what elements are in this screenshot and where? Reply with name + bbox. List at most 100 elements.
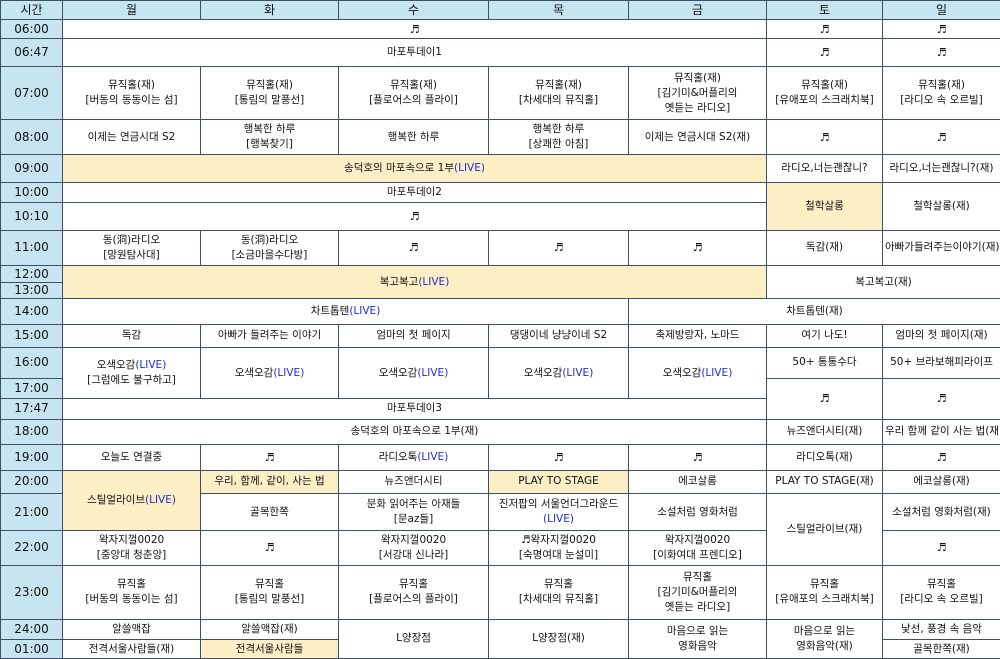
col-header-tue: 화 [201, 1, 339, 20]
program-cell: 소설처럼 영화처럼(재) [883, 494, 1000, 531]
program-subtitle: [문az들] [341, 512, 486, 527]
program-subtitle: [유애포의 스크래치북] [769, 592, 880, 607]
program-cell: 골목한쪽 [201, 494, 339, 531]
program-title: 마음으로 읽는 [631, 624, 764, 639]
program-cell: 이제는 연금시대 S2(재) [629, 120, 767, 155]
program-cell: 라디오톡(재) [767, 445, 883, 471]
program-title: 차트톱텐 [311, 305, 350, 317]
program-cell: 라디오,너는괜찮니? [767, 154, 883, 182]
program-title: 문화 읽어주는 아재들 [341, 497, 486, 512]
live-tag: (LIVE) [145, 494, 176, 506]
time-0600: 06:00 [1, 20, 63, 39]
program-cell: 뮤직홀 [버동의 동동이는 섬] [63, 565, 201, 619]
program-cell: 에코살롱 [629, 470, 767, 494]
live-tag: (LIVE) [418, 276, 449, 288]
program-title: 오색오감 [235, 367, 274, 379]
program-cell: 행복한 하루 [상쾌한 아침] [489, 120, 629, 155]
program-title: 동(洞)라디오 [65, 233, 198, 248]
program-cell: 여기 나도! [767, 324, 883, 348]
program-subtitle: [통림의 말풍선] [203, 592, 336, 607]
program-cell: ♬ [883, 531, 1000, 566]
program-title: 라디오톡 [379, 451, 418, 463]
time-1600: 16:00 [1, 348, 63, 379]
program-cell: 철학살롱(재) [883, 182, 1000, 230]
live-tag: (LIVE) [491, 512, 626, 527]
program-subtitle: [중앙대 청춘앙] [65, 548, 198, 563]
program-cell: L양장점 [339, 619, 489, 658]
program-cell: ♬ [489, 230, 629, 266]
program-cell: 우리, 함께, 같이, 사는 법 [201, 470, 339, 494]
program-cell: ♬ [489, 445, 629, 471]
time-2200: 22:00 [1, 531, 63, 566]
program-cell: 뮤직홀(재) [통림의 말풍선] [201, 67, 339, 120]
program-cell: 아빠가들려주는이야기(재) [883, 230, 1000, 266]
live-tag: (LIVE) [417, 451, 448, 463]
program-subtitle: 옛듣는 라디오] [631, 600, 764, 615]
program-cell: 왁자지껄0020 [중앙대 청춘앙] [63, 531, 201, 566]
program-cell: 뉴즈앤더시티(재) [767, 419, 883, 445]
program-cell: 축제방랑자, 노마드 [629, 324, 767, 348]
program-cell: ♬ [767, 39, 883, 67]
program-cell: 마포투데이3 [63, 399, 767, 419]
program-subtitle: 영화음악 [631, 639, 764, 654]
program-cell: ♬ [63, 20, 767, 39]
program-cell: 라디오톡(LIVE) [339, 445, 489, 471]
program-subtitle: [유애포의 스크래치북] [769, 93, 880, 108]
program-cell: 뮤직홀 [통림의 말풍선] [201, 565, 339, 619]
program-cell: PLAY TO STAGE(재) [767, 470, 883, 494]
time-1000: 10:00 [1, 182, 63, 202]
program-title: 동(洞)라디오 [203, 233, 336, 248]
program-cell: 뮤직홀 [플로어스의 플라이] [339, 565, 489, 619]
program-cell: 오색오감(LIVE) [201, 348, 339, 399]
program-cell: ♬ [629, 230, 767, 266]
program-cell: ♬ [883, 120, 1000, 155]
program-title: 뮤직홀(재) [769, 78, 880, 93]
time-2400: 24:00 [1, 619, 63, 639]
program-cell: ♬ [63, 202, 767, 230]
program-title: 왁자지껄0020 [65, 533, 198, 548]
program-title: 뮤직홀 [65, 577, 198, 592]
program-title: 왁자지껄0020 [631, 533, 764, 548]
program-cell: PLAY TO STAGE [489, 470, 629, 494]
program-cell: ♬ [767, 20, 883, 39]
program-cell: 왁자지껄0020 [이화여대 프렌디오] [629, 531, 767, 566]
program-title: 뮤직홀 [769, 577, 880, 592]
program-title: 스틸얼라이브 [87, 494, 145, 506]
program-cell: 독감 [63, 324, 201, 348]
time-0647: 06:47 [1, 39, 63, 67]
program-cell: 오색오감(LIVE) [629, 348, 767, 399]
program-cell: 뮤직홀(재) [차세대의 뮤직홀] [489, 67, 629, 120]
col-header-sat: 토 [767, 1, 883, 20]
program-cell: 뮤직홀 [차세대의 뮤직홀] [489, 565, 629, 619]
time-1100: 11:00 [1, 230, 63, 266]
program-cell: ♬ [883, 20, 1000, 39]
time-0900: 09:00 [1, 154, 63, 182]
program-cell: 알쓸맥잡 [63, 619, 201, 639]
time-2300: 23:00 [1, 565, 63, 619]
program-cell: ♬ [767, 120, 883, 155]
live-tag: (LIVE) [562, 367, 593, 379]
time-0700: 07:00 [1, 67, 63, 120]
live-tag: (LIVE) [135, 359, 166, 371]
program-cell: 전격서울사람들 [201, 640, 339, 659]
program-cell: 뮤직홀(재) [유애포의 스크래치북] [767, 67, 883, 120]
program-cell: 뉴즈앤더시티 [339, 470, 489, 494]
program-cell: 송덕호의 마포속으로 1부(재) [63, 419, 767, 445]
program-cell: 복고복고(재) [767, 266, 1000, 299]
program-cell: 마포투데이2 [63, 182, 767, 202]
program-cell: 뮤직홀 [김기미&머플리의 옛듣는 라디오] [629, 565, 767, 619]
program-cell: 뮤직홀(재) [버동의 동동이는 섬] [63, 67, 201, 120]
time-1800: 18:00 [1, 419, 63, 445]
program-cell: 라디오,너는괜찮니?(재) [883, 154, 1000, 182]
program-subtitle: [상쾌한 아침] [491, 137, 626, 152]
time-2000: 20:00 [1, 470, 63, 494]
program-cell: ♬ [883, 378, 1000, 419]
program-cell: 50+ 통통수다 [767, 348, 883, 379]
time-0100: 01:00 [1, 640, 63, 659]
program-cell: ♬ [629, 445, 767, 471]
program-subtitle: [그럼에도 불구하고] [65, 373, 198, 388]
program-cell: 마음으로 읽는 영화음악(재) [767, 619, 883, 658]
time-2100: 21:00 [1, 494, 63, 531]
col-header-time: 시간 [1, 1, 63, 20]
program-title: 뮤직홀(재) [65, 78, 198, 93]
